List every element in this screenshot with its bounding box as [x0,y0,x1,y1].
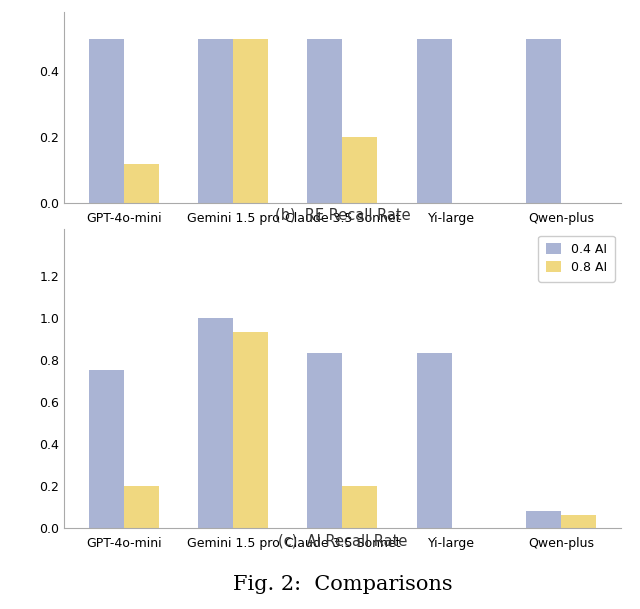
Bar [342,485,378,527]
Bar [233,38,268,203]
Bar [561,515,596,527]
Text: Fig. 2:  Comparisons: Fig. 2: Comparisons [232,575,452,594]
Bar [526,511,561,527]
Bar [417,353,452,527]
Bar [124,164,159,203]
Bar [198,317,233,527]
Bar [124,485,159,527]
Bar [89,370,124,527]
Bar [417,38,452,203]
Bar [307,38,342,203]
Bar [89,38,124,203]
Bar [233,333,268,527]
Bar [526,38,561,203]
Bar [198,38,233,203]
Bar [342,137,378,203]
Text: (c)  AI Recall Rate: (c) AI Recall Rate [278,534,407,549]
Legend: 0.4 AI, 0.8 AI: 0.4 AI, 0.8 AI [538,236,614,281]
Text: (b)  RE Recall Rate: (b) RE Recall Rate [275,208,410,222]
Bar [307,353,342,527]
